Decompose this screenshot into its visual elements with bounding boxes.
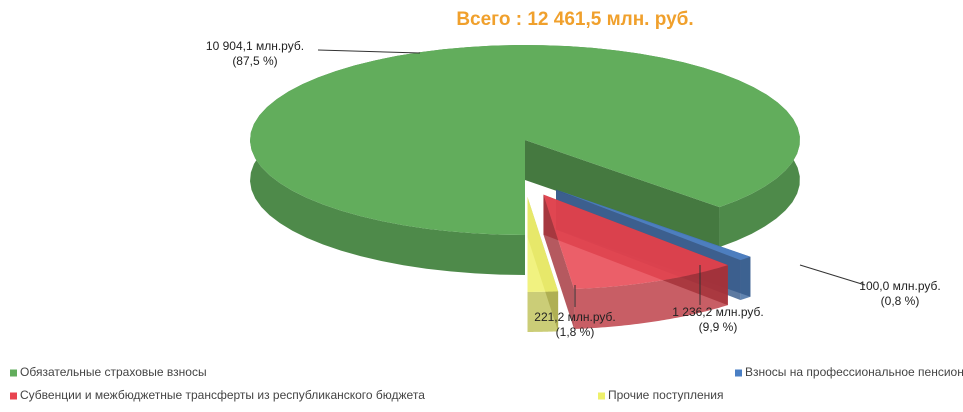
legend-swatch bbox=[10, 392, 17, 400]
legend-label: Прочие поступления bbox=[608, 388, 723, 402]
legend-swatch bbox=[598, 392, 605, 400]
data-label: 221,2 млн.руб. bbox=[534, 310, 615, 324]
data-label: (0,8 %) bbox=[881, 294, 920, 308]
leader-line bbox=[317, 49, 421, 54]
legend-swatch bbox=[735, 369, 742, 377]
legend-swatch bbox=[10, 369, 17, 377]
data-label: 100,0 млн.руб. bbox=[859, 279, 940, 293]
legend-label: Субвенции и межбюджетные трансферты из р… bbox=[20, 388, 425, 402]
data-label: (9,9 %) bbox=[699, 320, 738, 334]
slice-wall bbox=[543, 194, 575, 330]
slice bbox=[543, 194, 728, 290]
slice bbox=[527, 196, 559, 292]
data-label: 10 904,1 млн.руб. bbox=[206, 39, 304, 53]
data-label: (1,8 %) bbox=[556, 325, 595, 339]
chart-title: Всего : 12 461,5 млн. руб. bbox=[456, 9, 693, 30]
slice-wall bbox=[525, 140, 720, 248]
data-label: 1 236,2 млн.руб. bbox=[672, 305, 763, 319]
legend-label: Обязательные страховые взносы bbox=[20, 365, 207, 379]
data-label: (87,5 %) bbox=[232, 54, 277, 68]
slice bbox=[250, 45, 800, 235]
slice bbox=[556, 189, 751, 261]
legend-label: Взносы на профессиональное пенсионное ст… bbox=[745, 365, 963, 379]
leader-line bbox=[799, 264, 866, 286]
